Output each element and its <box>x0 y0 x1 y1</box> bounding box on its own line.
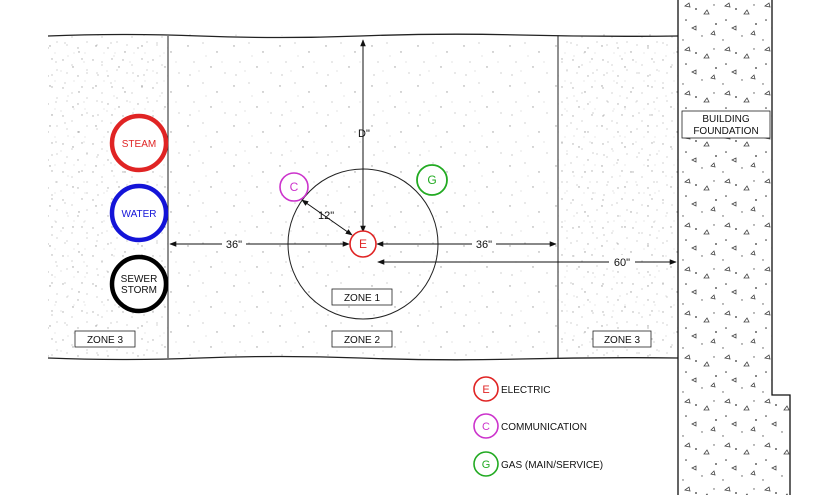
foundation-60-label-bg <box>609 255 635 268</box>
electric-marker: E <box>349 230 377 258</box>
legend-gas-letter: G <box>482 459 491 471</box>
depth-label: D" <box>358 128 370 140</box>
zone3-left-label-text: ZONE 3 <box>87 335 124 346</box>
right-36-label: 36" <box>476 239 492 251</box>
gas-marker-letter: G <box>427 173 436 187</box>
legend: E ELECTRIC C COMMUNICATION G GAS (MAIN/S… <box>473 376 603 477</box>
steam-pipe: STEAM <box>109 113 169 173</box>
building-label-line1: BUILDING <box>702 114 749 125</box>
left-36-label-bg <box>222 237 246 250</box>
c-offset-label: 12" <box>318 210 334 222</box>
legend-electric-letter: E <box>482 384 489 396</box>
legend-electric-circle <box>473 376 499 402</box>
communication-marker: C <box>279 172 309 202</box>
foundation-footing <box>772 395 790 495</box>
zone3-left-label-box <box>74 330 136 348</box>
sewer-storm-pipe: SEWER STORM <box>109 254 169 314</box>
foundation-60-label: 60" <box>614 257 630 269</box>
building-foundation-label-box <box>681 110 771 139</box>
legend-gas-circle <box>473 451 499 477</box>
zone3-right-label-text: ZONE 3 <box>604 335 641 346</box>
building-label-line2: FOUNDATION <box>693 126 758 137</box>
zone1-label-box <box>331 288 393 306</box>
legend-communication-label: COMMUNICATION <box>501 422 587 433</box>
communication-marker-letter: C <box>290 180 299 194</box>
zone3-left-label: ZONE 3 <box>74 330 136 348</box>
water-pipe-circle <box>109 183 169 243</box>
c-offset-dimension-line <box>301 199 353 236</box>
zone1-label-text: ZONE 1 <box>344 293 381 304</box>
steam-pipe-circle <box>109 113 169 173</box>
legend-item-communication: C COMMUNICATION <box>473 413 587 439</box>
electric-marker-letter: E <box>359 237 367 251</box>
sewer-storm-pipe-circle <box>109 254 169 314</box>
zone2-label-text: ZONE 2 <box>344 335 381 346</box>
legend-item-gas: G GAS (MAIN/SERVICE) <box>473 451 603 477</box>
left-36-label: 36" <box>226 239 242 251</box>
water-label: WATER <box>122 209 157 220</box>
communication-marker-circle <box>279 172 309 202</box>
electric-marker-circle <box>349 230 377 258</box>
soil-dense-right <box>558 36 678 358</box>
legend-communication-circle <box>473 413 499 439</box>
zone2-label-box <box>331 330 393 348</box>
zone1-label: ZONE 1 <box>331 288 393 306</box>
gas-marker-circle <box>416 164 448 196</box>
legend-electric-label: ELECTRIC <box>501 385 550 396</box>
water-pipe: WATER <box>109 183 169 243</box>
gas-marker: G <box>416 164 448 196</box>
sewer-label-line2: STORM <box>121 285 157 296</box>
zone3-right-label-box <box>592 330 652 348</box>
soil-bottom-edge <box>47 355 679 361</box>
legend-communication-letter: C <box>482 421 490 433</box>
legend-item-electric: E ELECTRIC <box>473 376 550 402</box>
sewer-label-line1: SEWER <box>121 274 158 285</box>
zone2-label: ZONE 2 <box>331 330 393 348</box>
building-foundation <box>678 0 772 495</box>
steam-label: STEAM <box>122 139 156 150</box>
zone3-right-label: ZONE 3 <box>592 330 652 348</box>
legend-gas-label: GAS (MAIN/SERVICE) <box>501 460 603 471</box>
right-36-label-bg <box>472 237 496 250</box>
soil-top-edge <box>47 33 679 39</box>
